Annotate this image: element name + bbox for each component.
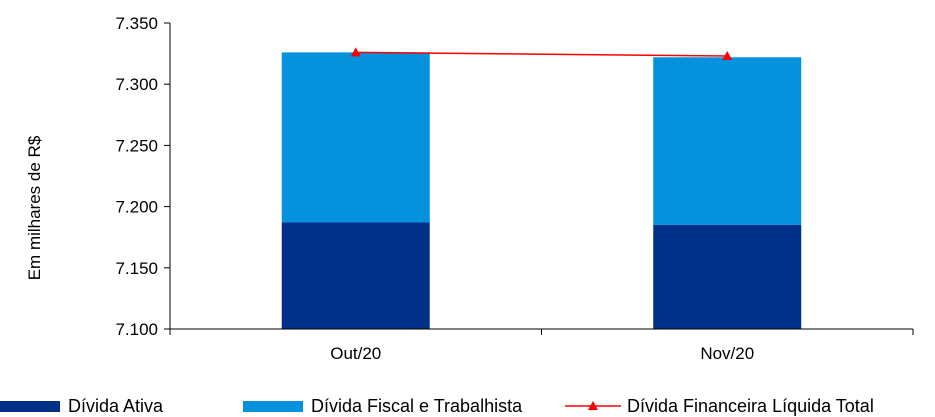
legend-label: Dívida Financeira Líquida Total bbox=[627, 396, 874, 416]
legend-label: Dívida Ativa bbox=[68, 396, 164, 416]
legend-swatch bbox=[243, 401, 303, 412]
bars bbox=[281, 52, 802, 329]
legend-marker bbox=[588, 401, 598, 410]
legend-label: Dívida Fiscal e Trabalhista bbox=[311, 396, 523, 416]
x-tick-label: Out/20 bbox=[330, 344, 381, 363]
y-tick-label: 7.350 bbox=[115, 14, 158, 33]
axes bbox=[169, 23, 913, 330]
line-point-marker bbox=[722, 51, 733, 61]
bar-d-vida-fiscal-e-trabalhista bbox=[653, 57, 802, 225]
x-tick-label: Nov/20 bbox=[700, 344, 754, 363]
bar-d-vida-fiscal-e-trabalhista bbox=[281, 52, 430, 223]
bar-d-vida-ativa bbox=[653, 224, 802, 329]
y-tick-label: 7.300 bbox=[115, 75, 158, 94]
legend: Dívida Ativa Dívida Fiscal e Trabalhista D… bbox=[0, 396, 874, 416]
y-axis-label: Em milhares de R$ bbox=[25, 135, 44, 280]
y-tick-label: 7.200 bbox=[115, 198, 158, 217]
y-tick-label: 7.100 bbox=[115, 320, 158, 339]
x-axis: Out/20 Nov/20 bbox=[169, 329, 914, 363]
line-dfl-total bbox=[355, 51, 728, 57]
y-tick-label: 7.150 bbox=[115, 259, 158, 278]
bar-d-vida-ativa bbox=[281, 222, 430, 329]
line-series bbox=[350, 47, 733, 61]
y-tick-label: 7.250 bbox=[115, 136, 158, 155]
line-point-marker bbox=[350, 47, 361, 57]
legend-swatch bbox=[0, 401, 60, 412]
y-axis: 7.100 7.150 7.200 7.250 7.300 7.350 bbox=[115, 14, 170, 339]
